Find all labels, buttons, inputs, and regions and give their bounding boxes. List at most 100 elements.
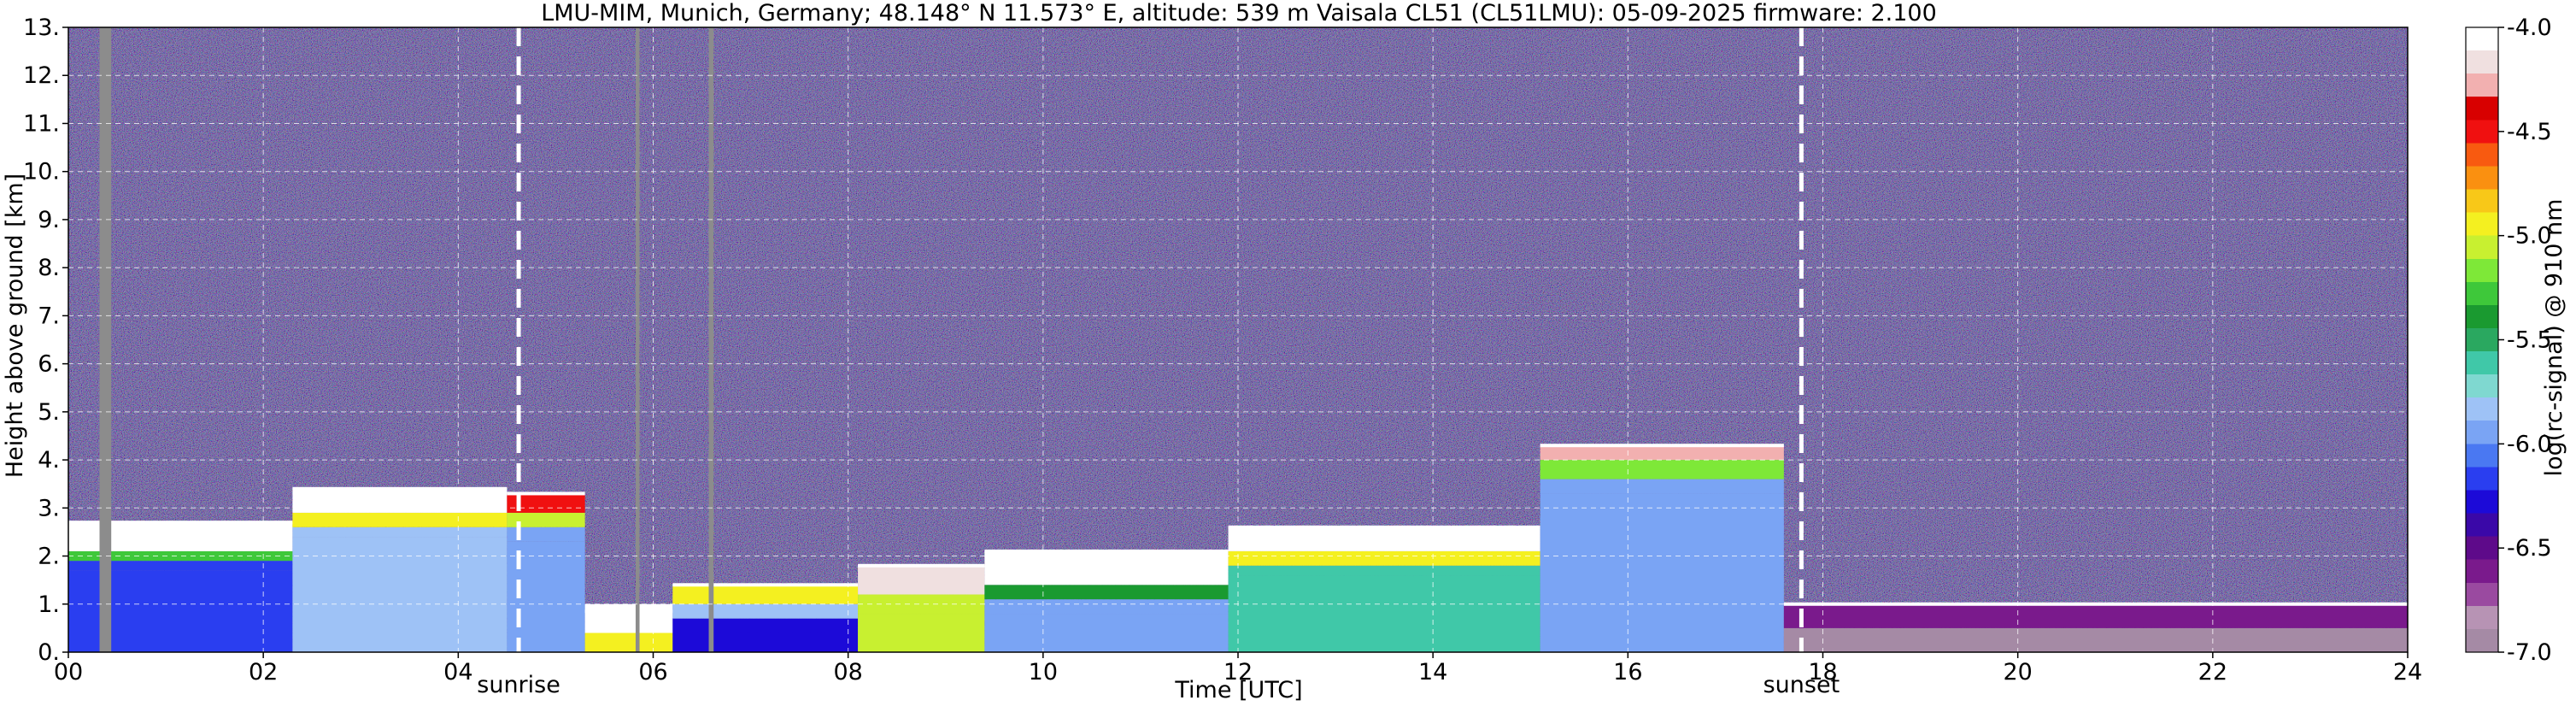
signal-band <box>1540 445 1784 461</box>
y-tick-label: 3. <box>38 495 60 521</box>
y-axis-label: Height above ground [km] <box>2 174 28 478</box>
sun-event-label: sunset <box>1763 672 1840 698</box>
signal-region <box>584 603 673 652</box>
x-tick-label: 16 <box>1613 659 1642 685</box>
signal-region <box>1783 602 2408 652</box>
missing-data-bar <box>99 27 112 652</box>
x-axis-ticks: 00 02 04 06 08 10 12 14 16 18 20 22 24 <box>54 652 2422 685</box>
chart-title: LMU-MIM, Munich, Germany; 48.148° N 11.5… <box>541 0 1937 26</box>
signal-band <box>1783 627 2408 652</box>
cloud-top-edge <box>1783 602 2408 606</box>
signal-band <box>672 603 859 619</box>
cloud-top-edge <box>68 521 293 525</box>
signal-band <box>1228 565 1540 576</box>
x-tick-label: 22 <box>2198 659 2227 685</box>
signal-band <box>672 585 859 604</box>
cloud-top-edge <box>984 549 1229 553</box>
x-tick-label: 12 <box>1223 659 1253 685</box>
x-tick-label: 00 <box>54 659 83 685</box>
signal-band <box>984 614 1229 652</box>
plot-area <box>68 27 2408 652</box>
x-tick-label: 02 <box>249 659 278 685</box>
signal-band <box>507 493 585 513</box>
signal-band <box>292 527 508 538</box>
signal-band <box>1228 575 1540 652</box>
signal-region <box>858 563 985 652</box>
signal-band <box>672 632 859 652</box>
signal-band <box>1228 527 1540 551</box>
colorbar-label: log(rc-signal) @ 910 nm <box>2541 199 2567 477</box>
signal-band <box>1540 479 1784 494</box>
y-tick-label: 1. <box>38 591 60 618</box>
y-axis-ticks: 0. 1. 2. 3. 4. 5. 6. 7. 8. 9. 10. 11. 12. 13. <box>23 15 68 666</box>
signal-region <box>984 549 1229 652</box>
signal-band <box>507 512 585 527</box>
x-tick-label: 18 <box>1808 659 1837 685</box>
signal-band <box>1783 603 2408 628</box>
signal-band <box>1228 550 1540 566</box>
sun-event-lines <box>516 27 1804 652</box>
x-tick-label: 08 <box>833 659 862 685</box>
missing-data-bar <box>635 27 640 652</box>
x-tick-label: 04 <box>443 659 472 685</box>
signal-band <box>984 599 1229 615</box>
y-tick-label: 4. <box>38 447 60 474</box>
colorbar-tick-label: -4.0 <box>2507 15 2552 41</box>
y-tick-label: 12. <box>23 62 60 89</box>
signal-band <box>984 585 1229 600</box>
missing-data-bars <box>99 27 714 652</box>
signal-region <box>672 583 859 652</box>
signal-band <box>858 614 985 652</box>
y-tick-label: 0. <box>38 639 60 666</box>
x-tick-label: 06 <box>638 659 667 685</box>
missing-data-bar <box>708 27 714 652</box>
signal-band <box>858 594 985 615</box>
sun-event-label: sunrise <box>477 672 560 698</box>
colorbar-tick-label: -5.5 <box>2507 327 2552 354</box>
y-tick-label: 10. <box>23 159 60 185</box>
signal-band <box>507 527 585 542</box>
x-tick-label: 20 <box>2003 659 2032 685</box>
cloud-top-edge <box>672 583 859 587</box>
colorbar-tick-label: -6.5 <box>2507 535 2552 562</box>
colorbar-tick-label: -7.0 <box>2507 639 2552 666</box>
colorbar <box>2465 26 2499 653</box>
cloud-top-edge <box>858 563 985 568</box>
x-tick-label: 10 <box>1029 659 1058 685</box>
sun-event-labels: sunrise sunset <box>477 672 1840 698</box>
cloud-top-edge <box>292 486 508 491</box>
y-tick-label: 5. <box>38 399 60 426</box>
colorbar-tick-label: -5.0 <box>2507 223 2552 250</box>
y-tick-label: 9. <box>38 207 60 233</box>
signal-band <box>292 488 508 513</box>
y-tick-label: 7. <box>38 303 60 329</box>
signal-region <box>507 491 585 652</box>
signal-band <box>68 550 293 562</box>
x-tick-label: 24 <box>2393 659 2422 685</box>
y-tick-label: 2. <box>38 544 60 570</box>
signal-region <box>1540 444 1784 652</box>
y-tick-label: 6. <box>38 351 60 378</box>
cloud-top-edge <box>1228 525 1540 529</box>
signal-band <box>858 565 985 595</box>
signal-band <box>292 512 508 527</box>
signal-band <box>584 603 673 633</box>
signal-band <box>292 537 508 652</box>
colorbar-tick-label: -4.5 <box>2507 119 2552 145</box>
y-tick-label: 13. <box>23 15 60 41</box>
y-tick-label: 8. <box>38 255 60 281</box>
signal-region <box>292 486 508 652</box>
signal-band <box>1540 493 1784 652</box>
x-tick-label: 14 <box>1418 659 1447 685</box>
signal-band <box>68 561 293 571</box>
colorbar-ticks: -4.0 -4.5 -5.0 -5.5 -6.0 -6.5 -7.0 <box>2498 15 2552 666</box>
cloud-top-edge <box>507 491 585 496</box>
signal-band <box>984 550 1229 585</box>
cloud-top-edge <box>1540 444 1784 448</box>
signal-region <box>1228 525 1540 652</box>
signal-band <box>584 632 673 652</box>
grid-lines <box>68 27 2408 652</box>
cloud-top-edge <box>584 609 673 614</box>
signal-band <box>672 618 859 633</box>
